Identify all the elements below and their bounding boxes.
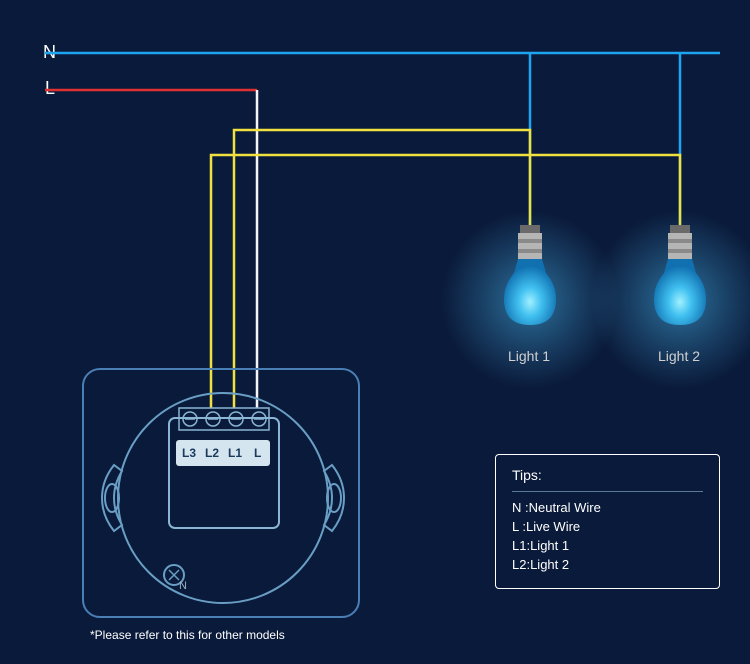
terminal-L2: L2 bbox=[205, 446, 219, 460]
light1-bulb bbox=[498, 225, 562, 335]
tips-box: Tips: N :Neutral Wire L :Live Wire L1:Li… bbox=[495, 454, 720, 589]
switch-panel: L3 L2 L1 L N bbox=[82, 368, 360, 618]
terminal-L: L bbox=[254, 446, 261, 460]
label-live: L bbox=[45, 78, 55, 99]
tips-line-2: L1:Light 1 bbox=[512, 538, 703, 553]
terminal-L3: L3 bbox=[182, 446, 196, 460]
switch-N-label: N bbox=[179, 580, 187, 592]
light1-label: Light 1 bbox=[508, 348, 550, 364]
tips-line-3: L2:Light 2 bbox=[512, 557, 703, 572]
light2-bulb bbox=[648, 225, 712, 335]
light2-label: Light 2 bbox=[658, 348, 700, 364]
tips-line-0: N :Neutral Wire bbox=[512, 500, 703, 515]
terminal-L1: L1 bbox=[228, 446, 242, 460]
label-neutral: N bbox=[43, 42, 56, 63]
tips-title: Tips: bbox=[512, 467, 703, 483]
footnote: *Please refer to this for other models bbox=[90, 628, 285, 642]
tips-line-1: L :Live Wire bbox=[512, 519, 703, 534]
